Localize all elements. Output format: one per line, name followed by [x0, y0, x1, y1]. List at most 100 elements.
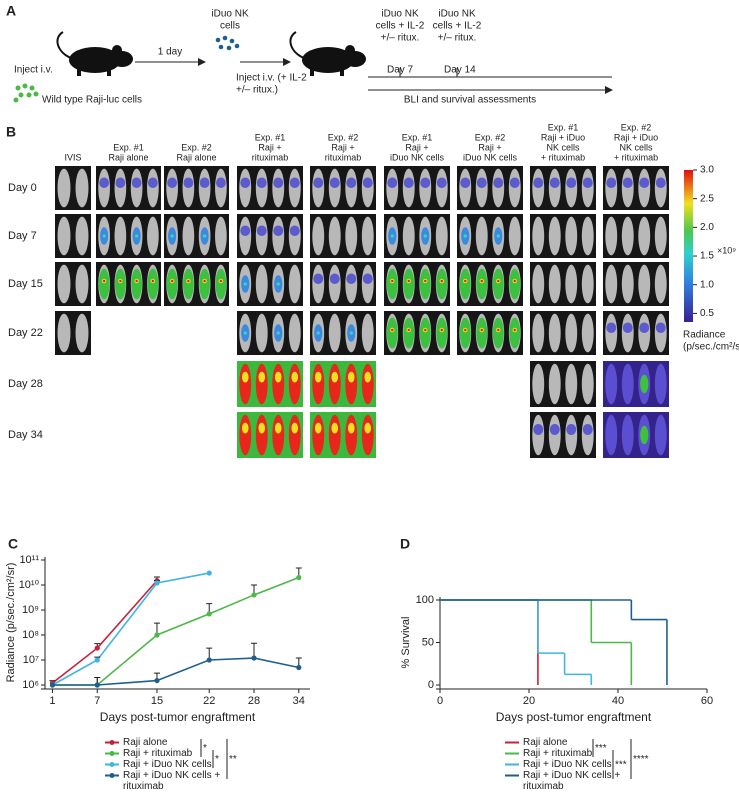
signal	[493, 177, 504, 188]
row-label: Day 28	[8, 378, 43, 390]
signal	[440, 328, 443, 332]
signal	[183, 177, 194, 188]
signal	[480, 279, 483, 283]
signal	[274, 422, 282, 434]
signal	[170, 279, 174, 283]
legend-label: Raji + rituximab	[523, 748, 593, 759]
series-line	[52, 576, 300, 686]
column-header: Raji +	[258, 142, 281, 152]
signal	[240, 225, 251, 236]
dose-day: Day 7	[387, 65, 414, 76]
signal	[167, 177, 177, 188]
signal	[655, 322, 666, 333]
signal	[274, 371, 282, 383]
signal	[276, 282, 280, 286]
mouse	[75, 264, 89, 304]
mouse	[581, 363, 594, 405]
mouse	[548, 363, 561, 405]
signal	[390, 234, 394, 238]
signal	[464, 279, 467, 283]
mouse	[75, 168, 89, 208]
colorbar-tick-label: 1.0	[700, 279, 714, 290]
inject-label: Inject i.v.	[14, 65, 53, 76]
column-header: iDuo NK cells	[390, 152, 445, 162]
signal	[243, 331, 247, 335]
signal	[423, 234, 427, 238]
signal	[497, 328, 500, 332]
y-tick-label: 0	[428, 679, 434, 691]
bli-image	[457, 214, 523, 258]
row-label: Day 22	[8, 327, 43, 339]
signal	[549, 177, 560, 188]
mouse	[435, 216, 448, 256]
signal	[329, 177, 340, 188]
mouse	[654, 363, 667, 405]
bli-image	[164, 166, 229, 210]
signal	[199, 268, 210, 300]
signal	[273, 225, 284, 236]
mouse	[654, 414, 667, 456]
mouse	[565, 264, 578, 304]
bli-image	[237, 166, 303, 210]
bli-image	[310, 166, 376, 210]
signal	[387, 177, 398, 188]
mouse	[532, 216, 545, 256]
signal	[102, 279, 106, 283]
bli-image	[55, 166, 91, 210]
mouse	[345, 363, 358, 405]
bli-image	[603, 214, 669, 258]
nk-label: cells	[220, 21, 240, 32]
y-tick-label: 10⁸	[22, 629, 39, 641]
legend-label: Raji + iDuo NK cells	[523, 759, 612, 770]
signal	[640, 374, 649, 394]
column-header: Raji +	[478, 142, 501, 152]
mouse	[288, 414, 301, 456]
dose-label: +/– ritux.	[438, 33, 477, 44]
nk-cells-icon	[215, 35, 240, 51]
signal	[622, 322, 633, 333]
column-header: IVIS	[64, 152, 81, 162]
signal	[459, 268, 471, 300]
signal	[289, 225, 300, 236]
signal	[549, 423, 560, 436]
data-point	[206, 611, 212, 617]
assessment-label: BLI and survival assessments	[404, 95, 536, 106]
signal	[170, 234, 174, 238]
signal	[492, 268, 504, 300]
signal	[606, 177, 617, 188]
signal	[403, 317, 415, 349]
colorbar	[684, 170, 693, 322]
mouse	[581, 216, 594, 256]
signal	[480, 328, 483, 332]
signal	[386, 317, 398, 349]
mouse	[621, 363, 634, 405]
x-axis-label: Days post-tumor engraftment	[100, 710, 256, 724]
mouse	[328, 313, 341, 353]
significance-label: *	[215, 754, 219, 765]
signal	[119, 279, 122, 283]
mouse	[312, 216, 325, 256]
significance-label: ***	[595, 743, 607, 754]
bli-image	[530, 262, 596, 306]
mouse	[361, 414, 374, 456]
mouse	[532, 313, 545, 353]
x-tick-label: 7	[94, 695, 100, 707]
signal	[243, 282, 247, 286]
column-header: Exp. #2	[621, 122, 652, 132]
signal	[566, 423, 577, 436]
signal	[436, 268, 448, 300]
signal	[203, 234, 207, 238]
mouse	[345, 216, 358, 256]
signal	[582, 423, 593, 436]
signal	[329, 273, 340, 284]
signal	[566, 177, 577, 188]
mouse	[255, 414, 268, 456]
colorbar-exponent: ×10⁹	[717, 245, 736, 255]
data-point	[94, 645, 100, 651]
signal	[464, 328, 467, 332]
column-header: Raji alone	[108, 152, 148, 162]
column-header: Exp. #1	[113, 142, 144, 152]
signal	[241, 422, 249, 434]
bli-image	[55, 311, 91, 355]
bli-image	[310, 311, 376, 355]
